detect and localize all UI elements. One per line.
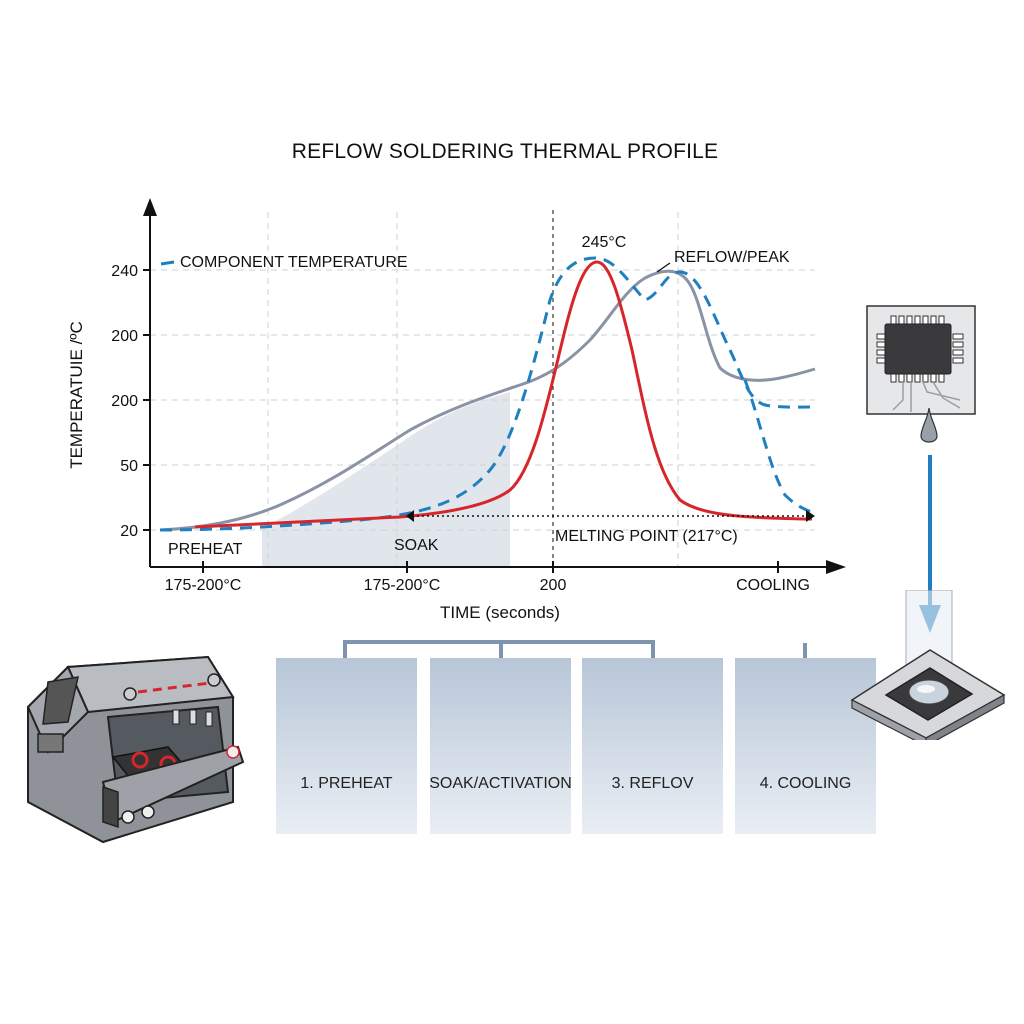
y-tick-20: 20	[120, 523, 138, 540]
x-axis-title: TIME (seconds)	[440, 603, 560, 622]
grid	[150, 212, 815, 567]
chart-title: REFLOW SOLDERING THERMAL PROFILE	[291, 140, 719, 163]
axes	[143, 198, 846, 574]
stage-soak-label: SOAK/ACTIVATION	[429, 775, 572, 792]
reflow-peak-label: REFLOW/PEAK	[674, 249, 790, 266]
soldered-chip-icon	[850, 590, 1006, 740]
y-tick-240: 240	[111, 263, 138, 280]
y-tick-200a: 200	[111, 328, 138, 345]
soak-zone-label: SOAK	[394, 537, 439, 554]
stage-soak: SOAK/ACTIVATION	[429, 658, 572, 834]
stage-cooling: 4. COOLING	[735, 658, 876, 834]
y-tick-50: 50	[120, 458, 138, 475]
peak-temperature-label: 245°C	[582, 234, 627, 251]
legend-dash-icon	[160, 260, 175, 266]
chip-board-icon	[866, 305, 976, 443]
x-tick-2: 175-200°C	[364, 577, 441, 594]
y-axis-title: TEMPERATUIE /ºC	[67, 321, 86, 469]
preheat-zone-label: PREHEAT	[168, 541, 243, 558]
melting-point-label: MELTING POINT (217°C)	[555, 528, 738, 545]
component-temperature-tail	[743, 379, 813, 514]
x-tick-4: COOLING	[736, 577, 810, 594]
component-temperature-curve	[159, 256, 816, 532]
legend-component-temperature: COMPONENT TEMPERATURE	[180, 254, 408, 271]
x-tick-3: 200	[540, 577, 567, 594]
stage-reflow: 3. REFLOV	[582, 658, 723, 834]
stage-cooling-label: 4. COOLING	[759, 775, 852, 792]
melting-point-left-arrow-icon	[406, 510, 414, 522]
oven-temperature-curve	[159, 269, 816, 532]
y-tick-200b: 200	[111, 393, 138, 410]
soak-zone	[262, 392, 510, 567]
stage-preheat-label: 1. PREHEAT	[300, 775, 393, 792]
melting-point-right-arrow-icon	[806, 510, 815, 522]
solder-temperature-curve	[194, 260, 813, 529]
stage-reflow-label: 3. REFLOV	[611, 775, 694, 792]
x-tick-1: 175-200°C	[165, 577, 242, 594]
reflow-peak-leader	[656, 262, 671, 273]
reflow-oven-icon	[26, 655, 245, 844]
stage-preheat: 1. PREHEAT	[276, 658, 417, 834]
solder-drop-icon	[920, 407, 938, 443]
